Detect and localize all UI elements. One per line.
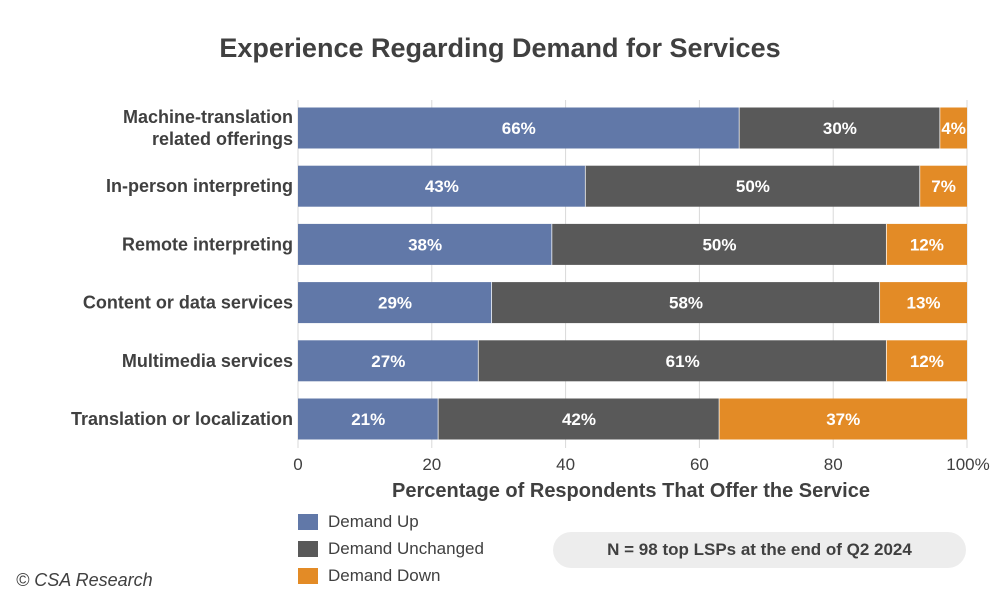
category-label: In-person interpreting — [106, 176, 293, 196]
bar-segment — [438, 398, 720, 440]
bar-segment — [920, 165, 967, 207]
category-label: Multimedia services — [122, 351, 293, 371]
bar-segment — [719, 398, 967, 440]
x-tick-label: 60 — [690, 455, 709, 474]
x-tick-label: 100% — [946, 455, 989, 474]
x-tick-label: 0 — [293, 455, 302, 474]
bar-segment — [478, 340, 887, 382]
bar-segment — [886, 340, 967, 382]
data-label: 12% — [910, 235, 944, 254]
bar-segment — [585, 165, 921, 207]
data-label: 38% — [408, 235, 442, 254]
data-label: 7% — [931, 177, 956, 196]
category-label: Translation or localization — [71, 409, 293, 429]
gridlines — [297, 100, 968, 448]
category-label: Content or data services — [83, 293, 293, 313]
data-label: 50% — [702, 235, 736, 254]
chart-title: Experience Regarding Demand for Services — [219, 33, 780, 63]
legend-swatch — [298, 540, 318, 557]
bar-segment — [298, 398, 439, 440]
x-tick-label: 80 — [824, 455, 843, 474]
data-label: 30% — [823, 119, 857, 138]
category-label: Machine-translation — [123, 107, 293, 127]
sample-size-note: N = 98 top LSPs at the end of Q2 2024 — [553, 532, 966, 568]
bar-segment — [298, 223, 553, 265]
bar-segment — [298, 107, 740, 149]
legend: Demand Up Demand Unchanged Demand Down — [298, 508, 484, 589]
bar-segment — [298, 282, 493, 324]
bar-segment — [492, 282, 881, 324]
legend-item-demand-up: Demand Up — [298, 508, 484, 535]
bars: 66% 30% 4% 43% 50% 7% 38% 50% 12% 29% 58% 13% 27% 61%… — [298, 107, 967, 440]
data-label: 37% — [826, 410, 860, 429]
legend-label: Demand Unchanged — [328, 538, 484, 558]
category-label: Remote interpreting — [122, 234, 293, 254]
data-label: 61% — [666, 352, 700, 371]
bar-segment — [552, 223, 887, 265]
data-label: 50% — [736, 177, 770, 196]
bar-segment — [886, 223, 967, 265]
data-label: 42% — [562, 410, 596, 429]
bar-segment — [940, 107, 967, 149]
bar-segment — [298, 340, 479, 382]
data-label: 4% — [941, 119, 966, 138]
legend-label: Demand Down — [328, 565, 441, 585]
x-tick-labels: 0 20 40 60 80 100% — [293, 455, 989, 474]
legend-label: Demand Up — [328, 511, 419, 531]
legend-swatch — [298, 567, 318, 584]
x-tick-label: 40 — [556, 455, 575, 474]
data-label: 43% — [425, 177, 459, 196]
data-label: 13% — [906, 294, 940, 313]
data-label: 58% — [669, 294, 703, 313]
bar-segment — [880, 282, 967, 324]
x-tick-label: 20 — [422, 455, 441, 474]
legend-item-demand-down: Demand Down — [298, 562, 484, 589]
data-label: 29% — [378, 294, 412, 313]
data-label: 12% — [910, 352, 944, 371]
bar-segment — [298, 165, 586, 207]
category-label: related offerings — [152, 129, 293, 149]
legend-swatch — [298, 513, 318, 530]
x-axis-title: Percentage of Respondents That Offer the… — [392, 480, 870, 502]
bar-segment — [739, 107, 941, 149]
data-label: 66% — [502, 119, 536, 138]
legend-item-demand-unchanged: Demand Unchanged — [298, 535, 484, 562]
data-label: 21% — [351, 410, 385, 429]
data-label: 27% — [371, 352, 405, 371]
copyright-credit: © CSA Research — [16, 570, 153, 590]
